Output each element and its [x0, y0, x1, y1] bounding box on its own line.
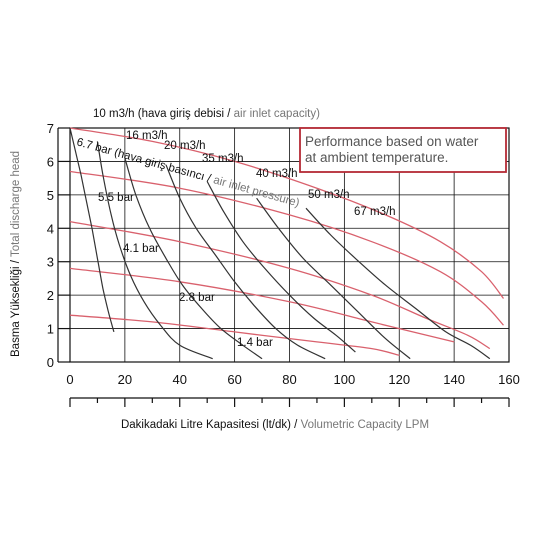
y-axis-label-en: Total discharge head — [10, 151, 22, 257]
pressure-curve-4 — [69, 314, 400, 356]
x-tick-label: 120 — [388, 372, 410, 387]
y-tick-label: 0 — [47, 355, 54, 370]
note-line-2: at ambient temperature. — [305, 150, 448, 165]
pressure-curve-label-2: 4.1 bar — [123, 243, 159, 255]
y-axis-label-sep: / — [10, 257, 22, 266]
air-capacity-title: 10 m3/h (hava giriş debisi / air inlet c… — [93, 108, 320, 120]
x-tick-label: 100 — [334, 372, 356, 387]
x-tick-label: 0 — [66, 372, 73, 387]
y-tick-label: 1 — [47, 322, 54, 337]
x-axis-label-en: Volumetric Capacity LPM — [301, 419, 429, 431]
y-tick-label: 4 — [47, 221, 54, 236]
air-capacity-title-en: air inlet capacity) — [234, 108, 320, 120]
curve-labels: 16 m3/h20 m3/h35 m3/h 40 m3/h 50 m3/h 67 m3… — [98, 130, 396, 349]
tick-labels: 0 1 2 3 4 5 6 7 0 20 40 60 80 100 120 140 160 — [47, 121, 520, 407]
x-tick-label: 60 — [227, 372, 241, 387]
air-capacity-title-tr: 10 m3/h (hava giriş debisi — [93, 108, 224, 120]
pressure-curve-2 — [69, 220, 491, 350]
x-tick-label: 20 — [118, 372, 132, 387]
capacity-curve-label-2: 20 m3/h — [164, 140, 206, 152]
capacity-curve-label-3: 35 m3/h — [202, 153, 244, 165]
capacity-curve-label-1: 16 m3/h — [126, 130, 168, 142]
y-tick-label: 7 — [47, 121, 54, 136]
capacity-curve-6 — [305, 207, 491, 360]
x-tick-label: 140 — [443, 372, 465, 387]
capacity-curve-label-6: 67 m3/h — [354, 206, 396, 218]
air-pressure-label-sep: / — [203, 172, 215, 186]
capacity-curve-2 — [124, 157, 263, 360]
x-axis-label: Dakikadaki Litre Kapasitesi (lt/dk) / Vo… — [121, 419, 429, 431]
capacity-curve-0 — [69, 127, 115, 333]
capacity-curve-4 — [206, 181, 356, 353]
air-capacity-title-sep: / — [224, 108, 234, 120]
capacity-curve-1 — [96, 141, 213, 360]
x-tick-label: 80 — [282, 372, 296, 387]
y-axis-label: Basma Yüksekliği / Total discharge head — [10, 151, 22, 357]
y-tick-label: 2 — [47, 288, 54, 303]
note-line-1: Performance based on water — [305, 134, 479, 149]
capacity-curves — [69, 127, 491, 360]
x-tick-label: 160 — [498, 372, 520, 387]
x-axis-label-sep: / — [291, 419, 301, 431]
pressure-curve-label-1: 5.5 bar — [98, 192, 134, 204]
x-axis-label-tr: Dakikadaki Litre Kapasitesi (lt/dk) — [121, 419, 291, 431]
capacity-curve-5 — [256, 197, 411, 360]
y-tick-label: 6 — [47, 154, 54, 169]
y-tick-label: 5 — [47, 188, 54, 203]
pressure-curve-label-4: 1.4 bar — [237, 337, 273, 349]
pressure-curve-label-3: 2.8 bar — [179, 292, 215, 304]
pressure-curve-0 — [69, 127, 505, 299]
pressure-curve-3 — [69, 267, 455, 343]
note-box — [299, 127, 507, 173]
capacity-curve-label-5: 50 m3/h — [308, 189, 350, 201]
x-tick-label: 40 — [173, 372, 187, 387]
capacity-curve-label-4: 40 m3/h — [256, 168, 298, 180]
capacity-curve-3 — [165, 164, 326, 360]
y-tick-label: 3 — [47, 255, 54, 270]
y-axis-label-tr: Basma Yüksekliği — [10, 266, 22, 357]
